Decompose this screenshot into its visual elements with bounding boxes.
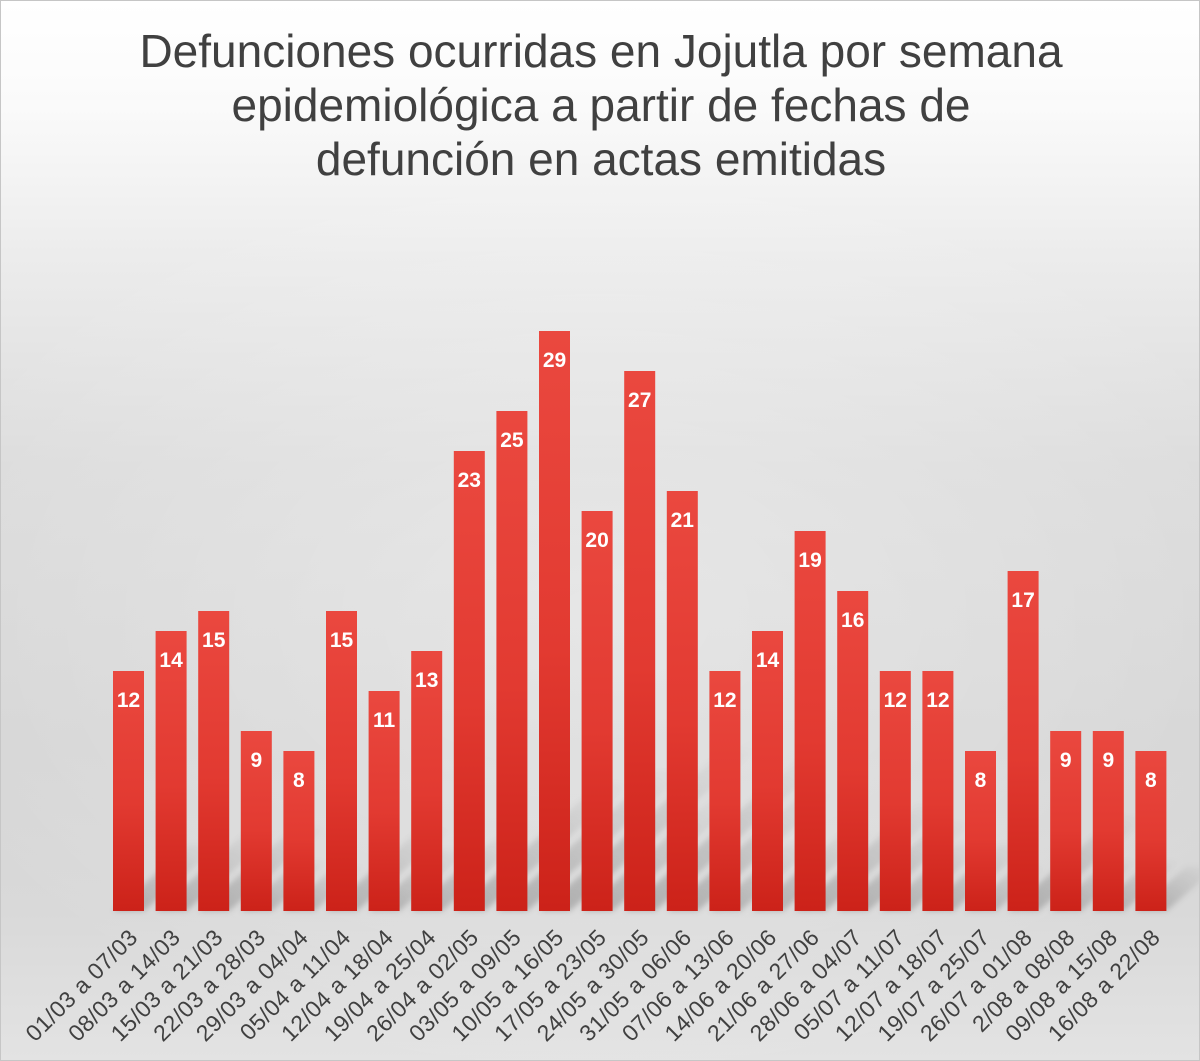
bar (879, 671, 911, 911)
data-label: 12 (926, 689, 949, 712)
data-label: 15 (330, 629, 354, 652)
bar (965, 751, 996, 911)
data-label: 9 (1102, 749, 1114, 772)
data-label: 8 (1145, 769, 1157, 792)
bar (624, 371, 656, 911)
data-label: 9 (1060, 749, 1072, 772)
data-label: 21 (671, 509, 695, 532)
data-label: 12 (713, 689, 736, 712)
data-label: 14 (159, 649, 183, 672)
bar (752, 631, 783, 911)
bar (1092, 731, 1124, 911)
bar-shadow (666, 793, 834, 911)
bar (453, 451, 485, 911)
data-label: 8 (293, 769, 305, 792)
bar (240, 731, 272, 911)
data-label: 25 (500, 429, 524, 452)
bar (155, 631, 187, 911)
data-label: 8 (975, 769, 987, 792)
bar (922, 671, 954, 911)
bar (411, 651, 443, 911)
bar (326, 611, 357, 911)
data-label: 9 (250, 749, 262, 772)
bar (198, 611, 230, 911)
data-label: 12 (117, 689, 140, 712)
bar (368, 691, 400, 911)
bar (666, 491, 698, 911)
data-label: 23 (458, 469, 481, 492)
bar-shadow (581, 799, 742, 911)
data-label: 16 (841, 609, 864, 632)
data-label: 27 (628, 389, 651, 412)
bar (496, 411, 528, 911)
data-label: 12 (884, 689, 907, 712)
data-label: 13 (415, 669, 438, 692)
bar (113, 671, 144, 911)
data-label: 15 (202, 629, 226, 652)
data-label: 14 (756, 649, 780, 672)
bar (837, 591, 869, 911)
bars (113, 331, 1167, 911)
data-labels: 12 14 15 9 8 15 11 13 23 25 29 20 27 21 12 14 19 16 12 12 8 1… (117, 349, 1157, 792)
bar (283, 751, 315, 911)
bar (1050, 731, 1082, 911)
data-label: 29 (543, 349, 566, 372)
bar (539, 331, 570, 911)
data-label: 19 (798, 549, 821, 572)
data-label: 20 (585, 529, 608, 552)
bar (794, 531, 826, 911)
chart-title: Defunciones ocurridas en Jojutla por sem… (139, 25, 1063, 185)
bar (1007, 571, 1039, 911)
data-label: 17 (1011, 589, 1034, 612)
bar (1135, 751, 1167, 911)
bar (581, 511, 613, 911)
bar (709, 671, 741, 911)
data-label: 11 (373, 709, 396, 732)
